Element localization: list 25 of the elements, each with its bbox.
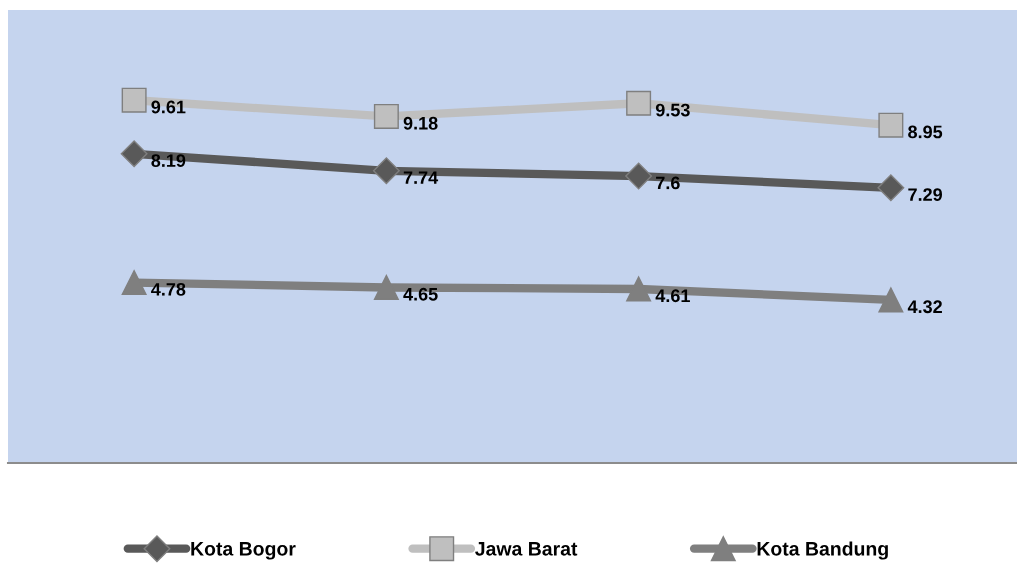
point (626, 90, 652, 116)
point (121, 270, 147, 296)
point (878, 287, 904, 313)
data-label: 4.78 (151, 282, 186, 296)
data-label: 9.53 (655, 103, 690, 117)
data-label: 8.95 (908, 125, 943, 139)
legend-label: Kota Bogor (191, 542, 296, 560)
data-label: 7.29 (908, 188, 943, 201)
data-label: 4.61 (655, 289, 690, 303)
point (626, 276, 652, 302)
point (877, 174, 905, 202)
legend-label: Jawa Barat (475, 542, 578, 556)
point (121, 87, 147, 113)
point (373, 274, 399, 300)
data-label: 9.18 (403, 116, 438, 130)
point (878, 112, 904, 138)
point (120, 140, 148, 168)
data-label: 4.65 (403, 287, 438, 301)
legend-label: Kota Bandung (757, 541, 888, 560)
point (372, 157, 400, 185)
data-label: 4.32 (907, 300, 942, 314)
point (373, 103, 399, 129)
point (625, 162, 653, 190)
data-label: 9.61 (151, 100, 186, 114)
data-label: 7.74 (403, 171, 439, 184)
